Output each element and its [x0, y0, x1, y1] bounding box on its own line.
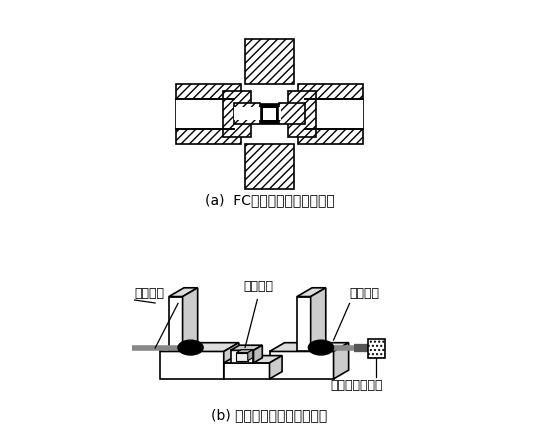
- Polygon shape: [248, 350, 253, 360]
- Text: 衰减量调节旋鈕: 衰减量调节旋鈕: [330, 379, 383, 392]
- Bar: [288, 91, 316, 137]
- Polygon shape: [160, 351, 224, 379]
- Ellipse shape: [308, 340, 334, 355]
- Bar: [261, 104, 278, 124]
- Text: 输入光纤: 输入光纤: [135, 287, 164, 300]
- Polygon shape: [270, 351, 334, 379]
- Ellipse shape: [178, 340, 203, 355]
- Polygon shape: [231, 345, 262, 350]
- Polygon shape: [231, 350, 253, 363]
- Polygon shape: [236, 350, 253, 353]
- Bar: [279, 103, 305, 124]
- Bar: [298, 99, 363, 129]
- Polygon shape: [183, 288, 198, 351]
- Polygon shape: [224, 363, 270, 379]
- Text: (b) 小型可变光衰减器结构图: (b) 小型可变光衰减器结构图: [211, 408, 328, 422]
- Bar: [245, 39, 294, 84]
- Polygon shape: [169, 297, 183, 351]
- Polygon shape: [224, 343, 239, 379]
- Bar: [234, 103, 260, 124]
- Bar: [245, 144, 294, 189]
- Polygon shape: [270, 356, 282, 379]
- Polygon shape: [224, 356, 282, 363]
- Polygon shape: [297, 288, 326, 297]
- Text: (a)  FC型固定光衰减器结构图: (a) FC型固定光衰减器结构图: [205, 193, 334, 207]
- Polygon shape: [297, 297, 310, 351]
- Polygon shape: [334, 343, 349, 379]
- Text: 输出光纤: 输出光纤: [350, 287, 379, 300]
- Text: 对准套筒: 对准套筒: [243, 280, 273, 293]
- Polygon shape: [270, 343, 349, 351]
- Polygon shape: [160, 343, 239, 351]
- Bar: [263, 108, 276, 120]
- Bar: [234, 107, 281, 120]
- Polygon shape: [169, 288, 198, 297]
- Bar: [223, 91, 251, 137]
- Bar: [368, 339, 385, 358]
- Polygon shape: [310, 288, 326, 351]
- Polygon shape: [253, 345, 262, 363]
- Bar: [298, 84, 363, 144]
- Bar: [176, 99, 241, 129]
- Bar: [176, 84, 241, 144]
- Polygon shape: [236, 353, 248, 360]
